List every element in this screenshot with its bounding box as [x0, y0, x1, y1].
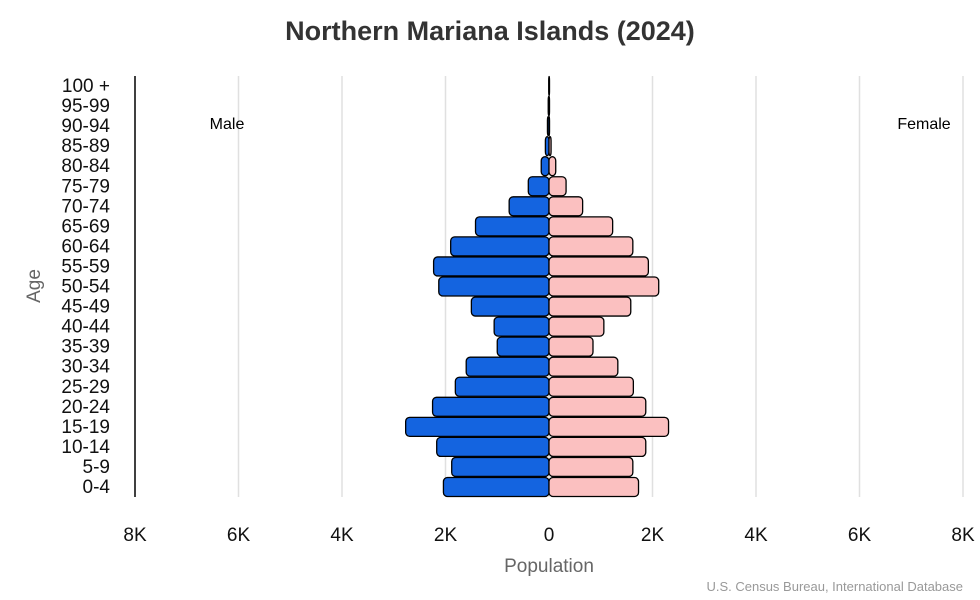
x-tick-label: 4K [744, 525, 768, 546]
bar-female [548, 256, 650, 277]
bar-male [442, 476, 550, 498]
bar-female [548, 196, 584, 217]
x-tick-label: 6K [227, 525, 251, 546]
y-tick-label: 80-84 [61, 156, 110, 177]
bar-male [450, 236, 550, 257]
x-tick-label: 2K [641, 525, 665, 546]
bar-female [548, 476, 640, 498]
y-tick-label: 100 + [62, 76, 110, 97]
bar-male [470, 296, 550, 317]
bar-female [548, 376, 635, 397]
x-tick-label: 2K [434, 525, 458, 546]
y-tick-label: 30-34 [61, 357, 110, 378]
y-tick-label: 55-59 [61, 256, 110, 277]
y-tick-label: 0-4 [83, 477, 111, 498]
y-tick-label: 10-14 [61, 437, 110, 458]
legend-female: Female [897, 116, 950, 133]
bar-male [431, 396, 550, 417]
bar-female [548, 456, 634, 478]
y-tick-label: 45-49 [61, 297, 110, 318]
bar-female [548, 436, 647, 458]
bar-male [508, 196, 550, 217]
bar-female [548, 135, 552, 157]
bar-female [548, 416, 670, 438]
bar-female [548, 396, 647, 417]
bar-female [548, 236, 634, 257]
legend-male: Male [210, 116, 245, 133]
bar-male [540, 156, 550, 177]
y-tick-label: 85-89 [61, 136, 110, 157]
y-axis-label: Age [24, 269, 45, 303]
bar-female [548, 156, 557, 177]
bar-male [465, 356, 550, 377]
bar-female [548, 356, 619, 377]
bar-male [436, 436, 550, 458]
bar-male [438, 276, 550, 297]
y-tick-label: 70-74 [61, 196, 110, 217]
bar-male [454, 376, 550, 397]
bar-male [405, 416, 550, 438]
y-tick-label: 65-69 [61, 216, 110, 237]
x-tick-label: 6K [848, 525, 872, 546]
y-tick-label: 35-39 [61, 337, 110, 358]
y-tick-label: 50-54 [61, 277, 110, 298]
source-caption: U.S. Census Bureau, International Databa… [706, 579, 963, 594]
bar-female [548, 115, 551, 137]
bar-male [451, 456, 550, 478]
chart-title: Northern Mariana Islands (2024) [285, 16, 695, 46]
x-tick-label: 8K [951, 525, 975, 546]
bar-female [548, 95, 551, 117]
bar-female [548, 75, 551, 97]
bar-female [548, 276, 660, 297]
bars [405, 75, 670, 498]
y-tick-label: 90-94 [61, 116, 110, 137]
bar-male [474, 216, 550, 237]
x-tick-labels: 8K 6K 4K 2K 0 2K 4K 6K 8K [123, 525, 975, 546]
y-tick-labels: 0-45-910-1415-1920-2425-2930-3435-3940-4… [61, 76, 110, 498]
x-axis-label: Population [504, 556, 594, 577]
y-tick-label: 5-9 [83, 457, 110, 478]
bar-female [548, 336, 594, 357]
x-tick-label: 4K [330, 525, 354, 546]
y-tick-label: 25-29 [61, 377, 110, 398]
bar-male [496, 336, 550, 357]
x-tick-label: 0 [544, 525, 555, 546]
bar-male [527, 176, 550, 197]
y-tick-label: 40-44 [61, 317, 110, 338]
y-tick-label: 20-24 [61, 397, 110, 418]
bar-male [493, 316, 550, 337]
y-tick-label: 60-64 [61, 236, 110, 257]
bar-female [548, 176, 567, 197]
y-tick-label: 95-99 [61, 96, 110, 117]
bar-female [548, 296, 632, 317]
bar-female [548, 316, 605, 337]
y-tick-label: 75-79 [61, 176, 110, 197]
y-tick-label: 15-19 [61, 417, 110, 438]
bar-male [432, 256, 550, 277]
bar-female [548, 216, 614, 237]
x-tick-label: 8K [123, 525, 147, 546]
